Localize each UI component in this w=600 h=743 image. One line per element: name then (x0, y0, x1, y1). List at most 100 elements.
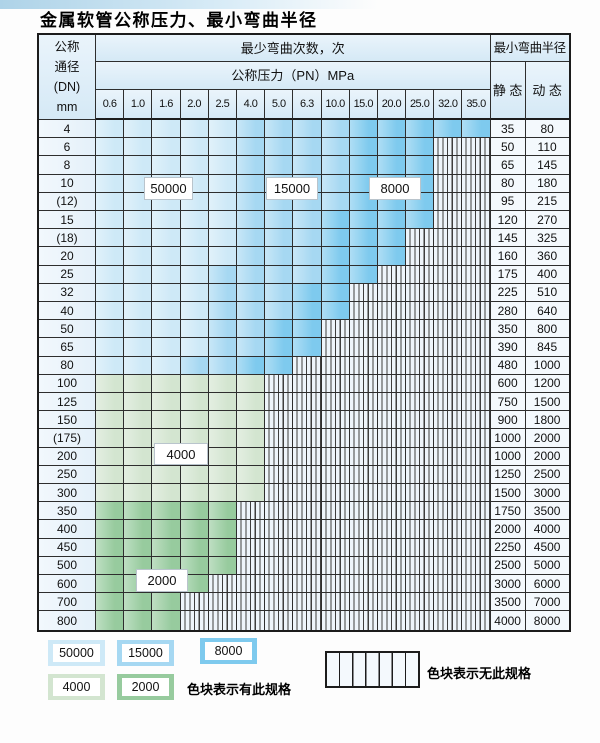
spec-cell (321, 192, 350, 212)
no-spec-cell (434, 247, 463, 266)
spec-cell (152, 138, 181, 157)
spec-cell (377, 211, 407, 230)
pressure-tick: 10.0 (321, 90, 350, 120)
no-spec-cell (321, 556, 350, 576)
no-spec-cell (265, 520, 294, 539)
no-spec-cell (236, 538, 266, 557)
spec-cell (152, 356, 181, 375)
no-spec-cell (349, 465, 378, 485)
no-spec-cell (462, 338, 491, 357)
no-spec-cell (434, 538, 463, 557)
no-spec-cell (434, 593, 463, 612)
no-spec-cell (349, 575, 378, 594)
spec-cell (152, 484, 181, 503)
dynamic-radius-cell: 1200 (525, 374, 569, 394)
spec-cell (180, 356, 209, 375)
spec-cell (96, 520, 125, 539)
spec-cell (236, 174, 266, 193)
spec-cell (349, 265, 378, 284)
no-spec-cell (180, 611, 209, 630)
no-spec-cell (349, 411, 378, 430)
no-spec-cell (377, 429, 407, 448)
spec-cell (265, 320, 294, 339)
no-spec-cell (321, 320, 350, 339)
spec-cell (321, 138, 350, 157)
static-radius-cell: 4000 (490, 611, 526, 630)
spec-cell (208, 556, 237, 576)
no-spec-cell (377, 320, 407, 339)
static-radius-cell: 1000 (490, 429, 526, 448)
spec-cell (96, 265, 125, 284)
pressure-tick: 1.6 (152, 90, 181, 120)
spec-cell (293, 338, 322, 357)
spec-cell (180, 265, 209, 284)
pressure-tick: 0.6 (96, 90, 125, 120)
no-spec-cell (265, 465, 294, 485)
spec-cell (124, 411, 153, 430)
static-radius-cell: 2500 (490, 556, 526, 576)
no-spec-cell (293, 575, 322, 594)
no-spec-cell (208, 575, 237, 594)
legend-swatch-label: 4000 (53, 678, 100, 696)
spec-cell (236, 465, 266, 485)
spec-cell (124, 338, 153, 357)
no-spec-cell (434, 502, 463, 521)
dynamic-radius-cell: 215 (525, 192, 569, 212)
header-nominal-pressure: 公称压力（PN）MPa (96, 62, 491, 90)
spec-cell (124, 356, 153, 375)
dn-cell: 300 (39, 484, 96, 503)
no-spec-cell (377, 520, 407, 539)
spec-cell (236, 356, 266, 375)
dynamic-radius-cell: 3500 (525, 502, 569, 521)
no-spec-cell (434, 411, 463, 430)
no-spec-cell (265, 593, 294, 612)
no-spec-cell (377, 611, 407, 630)
header-dn: 公称 通径 (DN) mm (39, 35, 96, 120)
no-spec-cell (349, 302, 378, 321)
static-radius-cell: 120 (490, 211, 526, 230)
dn-cell: 350 (39, 502, 96, 521)
spec-cell (96, 593, 125, 612)
dn-cell: (12) (39, 192, 96, 212)
spec-cell (96, 502, 125, 521)
no-spec-cell (406, 320, 435, 339)
no-spec-cell (434, 575, 463, 594)
spec-cell (293, 138, 322, 157)
spec-cell (96, 356, 125, 375)
dynamic-radius-cell: 5000 (525, 556, 569, 576)
dn-cell: 50 (39, 320, 96, 339)
no-spec-cell (434, 320, 463, 339)
header-dn-line: 公称 (54, 40, 80, 54)
no-spec-cell (236, 502, 266, 521)
no-spec-cell (349, 283, 378, 303)
static-radius-cell: 2000 (490, 520, 526, 539)
no-spec-cell (265, 374, 294, 394)
no-spec-cell (462, 429, 491, 448)
spec-cell (293, 302, 322, 321)
spec-cell (208, 320, 237, 339)
no-spec-cell (406, 429, 435, 448)
spec-cell (236, 192, 266, 212)
no-spec-cell (349, 611, 378, 630)
spec-cell (180, 374, 209, 394)
spec-cell (265, 229, 294, 248)
spec-cell (180, 338, 209, 357)
header-dn-line: 通径 (54, 60, 80, 74)
no-spec-cell (321, 465, 350, 485)
static-radius-cell: 600 (490, 374, 526, 394)
no-spec-cell (265, 611, 294, 630)
spec-cell (236, 302, 266, 321)
legend-no-spec-swatch (325, 651, 420, 688)
spec-cell (236, 429, 266, 448)
no-spec-cell (377, 556, 407, 576)
no-spec-cell (406, 302, 435, 321)
no-spec-cell (406, 593, 435, 612)
no-spec-cell (265, 447, 294, 466)
dn-cell: 15 (39, 211, 96, 230)
no-spec-cell (265, 575, 294, 594)
dynamic-radius-cell: 325 (525, 229, 569, 248)
spec-cell (208, 520, 237, 539)
spec-cell (152, 302, 181, 321)
spec-cell (152, 265, 181, 284)
spec-cell (265, 211, 294, 230)
